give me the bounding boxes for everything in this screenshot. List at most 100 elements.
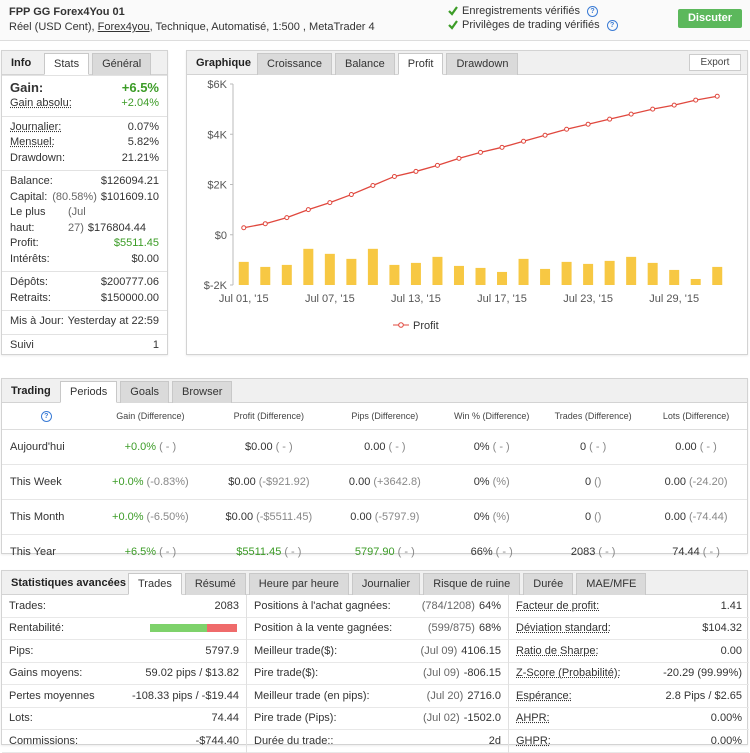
info-label: Journalier: <box>10 120 62 133</box>
row-label-text: Aujourd'hui <box>10 441 65 453</box>
stats-value: 0.00 <box>721 645 742 657</box>
info-label: Drawdown: <box>10 151 66 164</box>
stats-value: -20.29 (99.99%) <box>663 667 742 679</box>
stats-row: Facteur de profit: 1.41 <box>509 595 749 618</box>
stats-label: Espérance: <box>516 689 572 702</box>
cell-diff: (-0.83%) <box>146 476 189 488</box>
tab[interactable]: Trades <box>128 573 182 595</box>
panel-title: Graphique <box>196 57 252 69</box>
tab[interactable]: Goals <box>120 381 170 403</box>
tab[interactable]: Drawdown <box>446 53 519 75</box>
info-row: Mensuel: 5.82% <box>2 135 167 151</box>
column-header: Trades (Difference) <box>541 403 646 430</box>
stats-label: Trades: <box>9 599 46 612</box>
check-mark <box>448 6 458 16</box>
tab[interactable]: Journalier <box>351 573 421 595</box>
info-group: Gain: +6.5% Gain absolu: +2.04% <box>2 75 167 116</box>
cell-value: +0.0% <box>124 441 157 453</box>
stats-label: Pire trade (Pips): <box>254 712 337 725</box>
tab[interactable]: Durée <box>523 573 574 595</box>
stats-value-text: 0.00% <box>710 712 742 725</box>
info-row: Journalier: 0.07% <box>2 120 167 136</box>
stats-column: Facteur de profit: 1.41 Déviation standard… <box>508 595 749 753</box>
subtitle-text: , Technique, Automatisé, 1:500 , MetaTra… <box>149 21 375 33</box>
stats-value: (Jul 09) -806.15 <box>423 667 501 679</box>
stats-value-text: 2.8 Pips / $2.65 <box>665 689 742 702</box>
info-value-text: 1 <box>152 338 159 351</box>
tab[interactable]: Balance <box>335 53 395 75</box>
info-group: Suivi 1 <box>2 333 167 358</box>
bar <box>540 268 551 285</box>
cell-value: 0 <box>584 476 592 488</box>
bar <box>453 265 464 285</box>
chart-panel: Graphique Croissance Balance Profit Drawdown… <box>186 50 748 355</box>
info-row: Dépôts: $200777.06 <box>2 275 167 291</box>
info-row: Balance: $126094.21 <box>2 174 167 190</box>
cell-value: 74.44 <box>672 546 700 558</box>
cell-value: 0% <box>473 476 490 488</box>
help-icon[interactable]: ? <box>40 411 52 422</box>
trading-cell: $5511.45( - ) <box>210 534 328 569</box>
info-value-text: $200777.06 <box>100 276 159 288</box>
stats-value: $104.32 <box>702 622 742 634</box>
info-label: Mis à Jour: <box>10 315 64 327</box>
tab[interactable]: Risque de ruine <box>423 573 521 595</box>
stats-value: 2d <box>489 735 501 747</box>
trading-cell: 0.00 (-74.44) <box>645 499 747 535</box>
stats-value: (599/875) 68% <box>428 622 501 634</box>
export-button[interactable]: Export <box>689 54 741 71</box>
help-icon[interactable]: ? <box>606 19 618 31</box>
tabs: Periods Goals Browser <box>60 381 233 403</box>
trading-cell: +0.0% (-6.50%) <box>90 499 211 535</box>
info-value: 5.82% <box>128 135 159 151</box>
tab[interactable]: Croissance <box>257 53 333 75</box>
stats-row: Espérance: 2.8 Pips / $2.65 <box>509 685 749 708</box>
help-icon[interactable]: ? <box>587 5 598 17</box>
stats-row: Durée du trade:: 2d <box>247 730 508 753</box>
stats-value: 2083 <box>215 600 239 612</box>
legend-marker <box>398 322 404 328</box>
tab[interactable]: Général <box>92 53 152 75</box>
stats-row: Meilleur trade($): (Jul 09) 4106.15 <box>247 640 508 663</box>
point <box>284 215 290 221</box>
info-value: 1 <box>153 338 159 354</box>
broker-link[interactable]: Forex4you <box>97 21 150 33</box>
cell-diff: (-5797.9) <box>374 511 420 523</box>
tab[interactable]: Stats <box>44 53 90 75</box>
tab[interactable]: Profit <box>397 53 444 75</box>
point <box>542 132 548 138</box>
loss-segment <box>207 624 237 633</box>
tabs: Croissance Balance Profit Drawdown <box>257 53 519 75</box>
y-tick-label: $6K <box>207 79 227 91</box>
tab[interactable]: Browser <box>172 381 233 403</box>
discuss-button[interactable]: Discuter <box>678 9 742 28</box>
cell-value: 2083 <box>570 546 596 558</box>
stats-value-text: 2716.0 <box>467 689 501 702</box>
line <box>243 95 718 229</box>
info-value-text: $5511.45 <box>113 237 159 249</box>
bar <box>260 266 271 285</box>
trading-cell: $0.00 (-$921.92) <box>210 464 328 500</box>
info-value: 21.21% <box>122 151 159 167</box>
cell-value: 0% <box>473 511 490 523</box>
tab[interactable]: Résumé <box>184 573 246 595</box>
info-note: (Jul 27) <box>68 206 86 234</box>
stats-row: Positions à l'achat gagnées: (784/1208) 64… <box>247 595 508 618</box>
info-row: Le plus haut: (Jul 27) $176804.44 <box>2 205 167 236</box>
tab[interactable]: MAE/MFE <box>576 573 647 595</box>
cell-value: 66% <box>470 546 493 558</box>
cell-diff: () <box>594 511 602 523</box>
trading-row: This Week +0.0% (-0.83%) $0.00 (-$921.92) 0.0… <box>2 464 747 500</box>
info-row: Mis à Jour: Yesterday at 22:59 <box>2 314 167 330</box>
cell-value: 0.00 <box>675 441 697 453</box>
info-value: Yesterday at 22:59 <box>68 314 159 330</box>
stats-value-text: 68% <box>478 622 501 635</box>
row-label: Aujourd'hui <box>2 429 91 465</box>
info-row: Gain absolu: +2.04% <box>2 96 167 112</box>
bar <box>324 253 335 285</box>
tab[interactable]: Periods <box>60 381 118 403</box>
tab[interactable]: Heure par heure <box>248 573 349 595</box>
bar <box>626 256 637 285</box>
legend-label: Profit <box>413 320 439 332</box>
info-value: (80.58%) $101609.10 <box>52 190 159 206</box>
